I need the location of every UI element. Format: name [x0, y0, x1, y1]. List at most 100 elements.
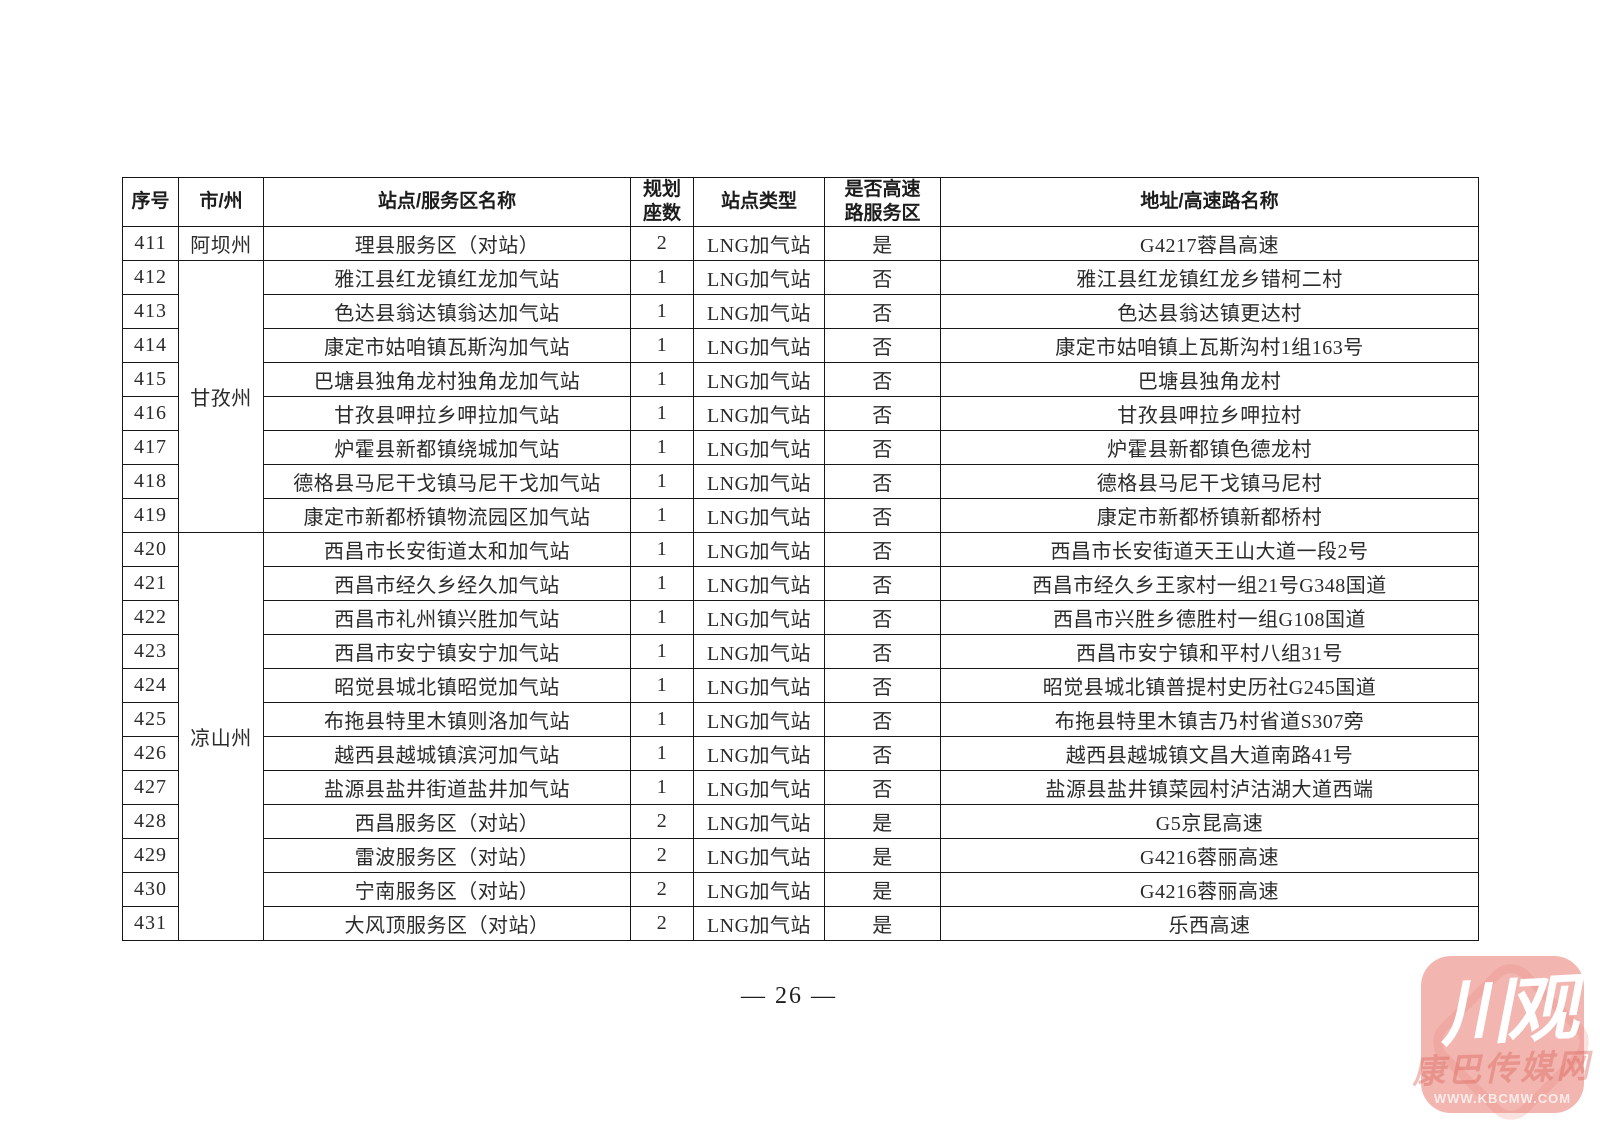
table-row: 431 大风顶服务区（对站） 2 LNG加气站是乐西高速: [122, 905, 1479, 941]
cell-serial: 426: [122, 735, 179, 771]
table-row: 422 西昌市礼州镇兴胜加气站 1 LNG加气站否西昌市兴胜乡德胜村一组G108国道: [122, 599, 1479, 635]
table-row: 414 康定市姑咱镇瓦斯沟加气站 1 LNG加气站否康定市姑咱镇上瓦斯沟村1组163号: [122, 327, 1479, 363]
table-row: 425 布拖县特里木镇则洛加气站 1 LNG加气站否布拖县特里木镇吉乃村省道S307旁: [122, 701, 1479, 737]
cell-address: 西昌市长安街道天王山大道一段2号: [940, 531, 1479, 567]
cell-city: 甘孜州: [178, 259, 264, 533]
cell-serial: 425: [122, 701, 179, 737]
cell-seats: 1: [630, 463, 694, 499]
cell-name: 西昌市安宁镇安宁加气站: [263, 633, 631, 669]
table-row: 420 凉山州 西昌市长安街道太和加气站 1 LNG加气站否西昌市长安街道天王山大道一段…: [122, 531, 1479, 941]
cell-city: 凉山州: [178, 531, 264, 941]
cell-name: 炉霍县新都镇绕城加气站: [263, 429, 631, 465]
cell-name: 康定市新都桥镇物流园区加气站: [263, 497, 631, 533]
table-row: 421 西昌市经久乡经久加气站 1 LNG加气站否西昌市经久乡王家村一组21号G348…: [122, 565, 1479, 601]
cell-serial: 423: [122, 633, 179, 669]
page-number: — 26 —: [741, 983, 837, 1009]
table-row: 424 昭觉县城北镇昭觉加气站 1 LNG加气站否昭觉县城北镇普提村史历社G245国道: [122, 667, 1479, 703]
cell-serial: 416: [122, 395, 179, 431]
cell-highway: 否: [824, 429, 941, 465]
cell-highway: 否: [824, 769, 941, 805]
table-row: 427 盐源县盐井街道盐井加气站 1 LNG加气站否盐源县盐井镇菜园村泸沽湖大道西端: [122, 769, 1479, 805]
cell-address: 康定市姑咱镇上瓦斯沟村1组163号: [940, 327, 1479, 363]
cell-type: LNG加气站: [693, 803, 825, 839]
cell-serial: 411: [122, 225, 179, 261]
cell-seats: 2: [630, 225, 694, 261]
cell-name: 宁南服务区（对站）: [263, 871, 631, 907]
cell-address: 布拖县特里木镇吉乃村省道S307旁: [940, 701, 1479, 737]
table-row: 413 色达县翁达镇翁达加气站 1 LNG加气站否色达县翁达镇更达村: [122, 293, 1479, 329]
cell-type: LNG加气站: [693, 259, 825, 295]
cell-name: 雅江县红龙镇红龙加气站: [263, 259, 631, 295]
cell-seats: 2: [630, 905, 694, 941]
cell-serial: 418: [122, 463, 179, 499]
cell-highway: 是: [824, 803, 941, 839]
cell-type: LNG加气站: [693, 463, 825, 499]
cell-highway: 是: [824, 871, 941, 907]
cell-type: LNG加气站: [693, 871, 825, 907]
cell-highway: 否: [824, 633, 941, 669]
cell-seats: 1: [630, 361, 694, 397]
cell-serial: 427: [122, 769, 179, 805]
cell-type: LNG加气站: [693, 565, 825, 601]
column-header-address: 地址/高速路名称: [940, 177, 1479, 227]
column-header-type: 站点类型: [693, 177, 825, 227]
table-header-row: 序号 市/州 站点/服务区名称 规划 座数 站点类型 是否高速 路服务区 地址/高速路名称: [122, 177, 1479, 227]
cell-seats: 1: [630, 429, 694, 465]
cell-seats: 1: [630, 769, 694, 805]
cell-name: 雷波服务区（对站）: [263, 837, 631, 873]
cell-name: 西昌市礼州镇兴胜加气站: [263, 599, 631, 635]
cell-name: 昭觉县城北镇昭觉加气站: [263, 667, 631, 703]
cell-serial: 424: [122, 667, 179, 703]
cell-seats: 1: [630, 633, 694, 669]
cell-name: 德格县马尼干戈镇马尼干戈加气站: [263, 463, 631, 499]
cell-name: 大风顶服务区（对站）: [263, 905, 631, 941]
cell-highway: 否: [824, 293, 941, 329]
cell-type: LNG加气站: [693, 497, 825, 533]
cell-type: LNG加气站: [693, 225, 825, 261]
table-row: 417 炉霍县新都镇绕城加气站 1 LNG加气站否炉霍县新都镇色德龙村: [122, 429, 1479, 465]
column-header-highway: 是否高速 路服务区: [824, 177, 941, 227]
cell-seats: 2: [630, 837, 694, 873]
cell-name: 康定市姑咱镇瓦斯沟加气站: [263, 327, 631, 363]
cell-highway: 是: [824, 837, 941, 873]
cell-highway: 否: [824, 497, 941, 533]
cell-type: LNG加气站: [693, 837, 825, 873]
cell-name: 色达县翁达镇翁达加气站: [263, 293, 631, 329]
cell-seats: 1: [630, 395, 694, 431]
cell-name: 西昌市经久乡经久加气站: [263, 565, 631, 601]
cell-highway: 否: [824, 395, 941, 431]
cell-seats: 2: [630, 803, 694, 839]
cell-address: 昭觉县城北镇普提村史历社G245国道: [940, 667, 1479, 703]
cell-address: 康定市新都桥镇新都桥村: [940, 497, 1479, 533]
cell-address: G5京昆高速: [940, 803, 1479, 839]
cell-type: LNG加气站: [693, 769, 825, 805]
cell-name: 西昌市长安街道太和加气站: [263, 531, 631, 567]
cell-name: 盐源县盐井街道盐井加气站: [263, 769, 631, 805]
cell-seats: 2: [630, 871, 694, 907]
cell-type: LNG加气站: [693, 905, 825, 941]
cell-highway: 否: [824, 735, 941, 771]
cell-address: 德格县马尼干戈镇马尼村: [940, 463, 1479, 499]
cell-type: LNG加气站: [693, 395, 825, 431]
cell-type: LNG加气站: [693, 599, 825, 635]
cell-name: 巴塘县独角龙村独角龙加气站: [263, 361, 631, 397]
cell-name: 理县服务区（对站）: [263, 225, 631, 261]
cell-seats: 1: [630, 327, 694, 363]
column-header-city: 市/州: [178, 177, 264, 227]
table-row: 419 康定市新都桥镇物流园区加气站 1 LNG加气站否康定市新都桥镇新都桥村: [122, 497, 1479, 533]
cell-seats: 1: [630, 565, 694, 601]
cell-type: LNG加气站: [693, 293, 825, 329]
table-row: 429 雷波服务区（对站） 2 LNG加气站是 G4216蓉丽高速: [122, 837, 1479, 873]
table-row: 426 越西县越城镇滨河加气站 1 LNG加气站否越西县越城镇文昌大道南路41号: [122, 735, 1479, 771]
cell-name: 甘孜县呷拉乡呷拉加气站: [263, 395, 631, 431]
cell-address: 巴塘县独角龙村: [940, 361, 1479, 397]
cell-serial: 414: [122, 327, 179, 363]
cell-seats: 1: [630, 531, 694, 567]
column-header-seats: 规划 座数: [630, 177, 694, 227]
cell-serial: 429: [122, 837, 179, 873]
cell-serial: 431: [122, 905, 179, 941]
table-row: 418 德格县马尼干戈镇马尼干戈加气站 1 LNG加气站否德格县马尼干戈镇马尼村: [122, 463, 1479, 499]
cell-highway: 否: [824, 531, 941, 567]
chuanguan-watermark-badge: 川观 康巴传媒网 WWW.KBCMW.COM: [1411, 954, 1599, 1130]
cell-type: LNG加气站: [693, 667, 825, 703]
